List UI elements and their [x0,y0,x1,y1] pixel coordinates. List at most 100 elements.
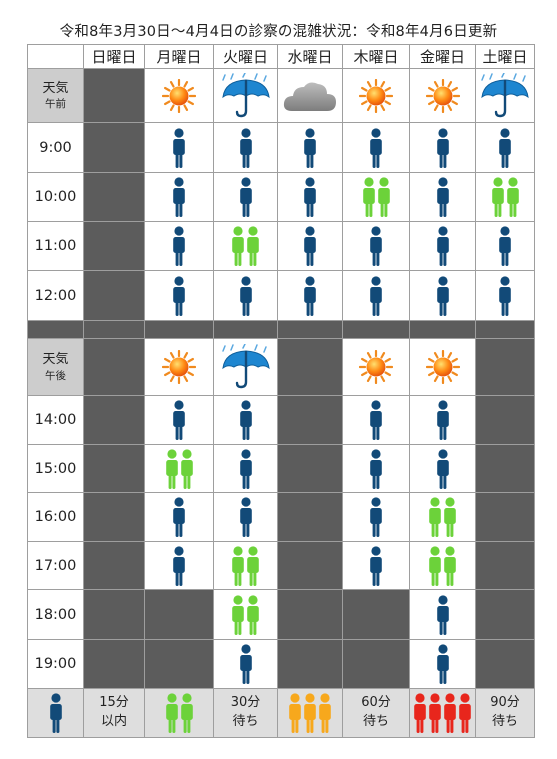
wait-cell [213,395,278,445]
closed-cell [83,338,145,396]
separator-cell [409,320,476,339]
closed-cell [277,395,343,445]
legend-line2: 待ち [232,714,259,729]
legend-line1: 60分 [361,695,391,711]
person-icon [171,545,187,586]
person-icon [490,177,521,217]
sun-icon [425,78,460,113]
person-icon [171,127,187,168]
weather-cell [409,338,476,396]
wait-cell [144,172,214,222]
time-label-cell: 16:00 [27,492,84,542]
person-icon [164,448,195,489]
wait-cell [409,122,476,173]
weather-cell [144,338,214,396]
wait-cell [213,589,278,640]
closed-cell [475,541,535,590]
day-label: 月曜日 [156,48,202,66]
closed-cell [83,589,145,640]
day-label: 土曜日 [482,48,528,66]
person-icon [238,497,254,537]
person-icon [238,177,254,217]
wait-cell [342,395,410,445]
wait-cell [213,492,278,542]
wait-cell [277,172,343,222]
separator-cell [475,320,535,339]
legend-icon-cell [144,688,214,738]
umbrella-rain-icon [219,72,273,119]
person-icon [435,594,451,635]
person-icon [368,127,384,168]
time-label: 11:00 [34,238,77,254]
person-icon [368,545,384,586]
day-label: 日曜日 [91,48,137,66]
time-label-cell: 11:00 [27,221,84,271]
time-label-cell: 9:00 [27,122,84,173]
time-label-cell: 12:00 [27,270,84,321]
time-label-cell: 18:00 [27,589,84,640]
wait-cell [409,270,476,321]
weather-label: 天気 [42,80,69,96]
closed-cell [83,541,145,590]
person-icon [368,275,384,316]
congestion-table: 日曜日 月曜日 火曜日 水曜日 木曜日 金曜日 土曜日 天気 午前 9:00 10:00 11:00 1… [27,44,535,738]
person-icon [435,448,451,489]
separator-cell [83,320,145,339]
person-icon [171,226,187,266]
wait-cell [213,444,278,493]
time-label: 9:00 [39,139,72,156]
time-label: 18:00 [34,606,77,623]
closed-cell [342,589,410,640]
day-label: 木曜日 [353,48,399,66]
day-header: 日曜日 [83,44,145,69]
day-label: 金曜日 [419,48,465,66]
legend-icon-cell [277,688,343,738]
closed-cell [83,444,145,493]
closed-cell [475,338,535,396]
legend-text-cell: 15分 以内 [83,688,145,738]
time-label-cell: 17:00 [27,541,84,590]
weather-cell [475,68,535,123]
person-icon [171,275,187,316]
wait-cell [277,270,343,321]
sun-icon [359,78,393,113]
day-header: 木曜日 [342,44,410,69]
person-icon [435,177,451,217]
period-label: 午前 [45,98,66,111]
wait-cell [144,270,214,321]
person-icon [497,226,513,266]
wait-cell [213,122,278,173]
wait-cell [144,541,214,590]
umbrella-rain-icon [478,72,532,119]
sun-icon [162,78,196,113]
weather-cell [409,68,476,123]
closed-cell [83,172,145,222]
person-icon [238,127,254,168]
closed-cell [277,589,343,640]
person-icon [230,226,261,266]
weather-label: 天気 [42,352,69,368]
day-header: 土曜日 [475,44,535,69]
person-icon [368,226,384,266]
time-label: 10:00 [34,189,77,205]
time-label-cell: 14:00 [27,395,84,445]
sun-icon [425,350,460,384]
wait-cell [342,444,410,493]
wait-cell [144,492,214,542]
separator-cell [213,320,278,339]
time-label-cell: 10:00 [27,172,84,222]
legend-text-cell: 60分 待ち [342,688,410,738]
person-icon [238,448,254,489]
page-title: 令和8年3月30日〜4月4日の診察の混雑状況：令和8年4月6日更新 [59,24,498,40]
wait-cell [342,122,410,173]
wait-cell [409,589,476,640]
closed-cell [83,492,145,542]
separator-cell [144,320,214,339]
person-icon [287,693,333,733]
sun-icon [162,350,196,384]
legend-line2: 以内 [100,714,127,729]
wait-cell [409,221,476,271]
day-label: 水曜日 [287,48,333,66]
closed-cell [475,492,535,542]
closed-cell [475,395,535,445]
